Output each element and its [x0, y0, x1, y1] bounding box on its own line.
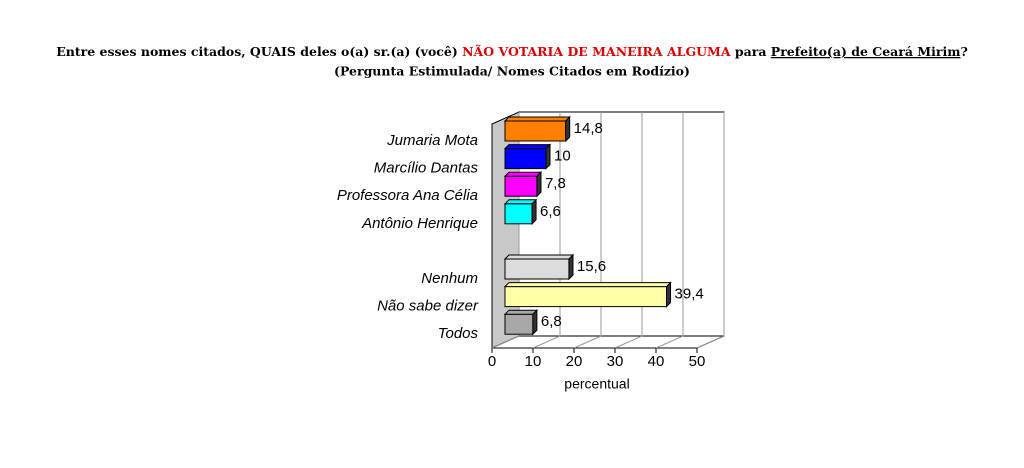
- y-tick-label: Todos: [438, 325, 479, 342]
- y-tick-label: Jumaria Mota: [386, 132, 478, 149]
- bar: [504, 148, 547, 170]
- title-part: Entre esses nomes citados, QUAIS deles o…: [56, 44, 462, 59]
- grid-line: [655, 335, 684, 349]
- bar-top: [503, 144, 552, 150]
- y-tick-label: Professora Ana Célia: [337, 187, 478, 204]
- title-part: ?: [960, 44, 967, 59]
- bar-top: [503, 116, 571, 122]
- bar-side: [532, 308, 538, 336]
- x-axis-label: percentual: [564, 376, 629, 392]
- bar: [504, 175, 538, 197]
- value-label: 15,6: [577, 258, 606, 275]
- bar: [504, 286, 668, 308]
- x-tick-label: 50: [689, 353, 706, 370]
- bar-side: [568, 253, 574, 281]
- bar-top: [503, 309, 539, 315]
- y-tick-label: Antônio Henrique: [361, 215, 478, 232]
- x-tick-label: 0: [488, 353, 496, 370]
- bar-side: [545, 143, 551, 170]
- grid-line: [532, 335, 561, 349]
- x-tick-label: 30: [607, 353, 624, 370]
- grid-line: [491, 335, 520, 349]
- bar: [504, 258, 570, 280]
- grid-line: [614, 335, 643, 349]
- bar-top: [503, 171, 543, 177]
- bar: [504, 120, 567, 142]
- y-tick-label: Não sabe dizer: [377, 298, 479, 315]
- value-label: 10: [554, 148, 571, 165]
- value-label: 14,8: [574, 120, 603, 137]
- y-tick-label: Nenhum: [421, 270, 478, 287]
- bar-side: [666, 281, 672, 308]
- value-label: 7,8: [545, 175, 566, 192]
- value-label: 6,6: [540, 203, 561, 220]
- grid-line: [696, 335, 725, 349]
- title-part: Prefeito(a) de Ceará Mirim: [771, 44, 961, 59]
- bar: [504, 203, 533, 225]
- value-label: 6,8: [541, 313, 562, 330]
- bar-top: [503, 254, 575, 260]
- x-tick-label: 10: [525, 353, 542, 370]
- x-tick-label: 40: [648, 353, 665, 370]
- x-tick-label: 20: [566, 353, 583, 370]
- bar-side: [565, 115, 571, 143]
- title-part: NÃO VOTARIA DE MANEIRA ALGUMA: [462, 44, 731, 59]
- value-label: 39,4: [675, 286, 704, 303]
- bar: [504, 313, 534, 335]
- chart-subtitle: (Pergunta Estimulada/ Nomes Citados em R…: [334, 64, 690, 79]
- chart-title: Entre esses nomes citados, QUAIS deles o…: [56, 44, 968, 59]
- bar-side: [531, 198, 537, 226]
- bar-side: [536, 170, 542, 198]
- title-part: para: [731, 44, 771, 59]
- bar-top: [503, 199, 538, 205]
- grid-line: [573, 335, 602, 349]
- y-tick-label: Marcílio Dantas: [374, 160, 479, 177]
- floor: [491, 335, 725, 349]
- bar-top: [503, 282, 672, 288]
